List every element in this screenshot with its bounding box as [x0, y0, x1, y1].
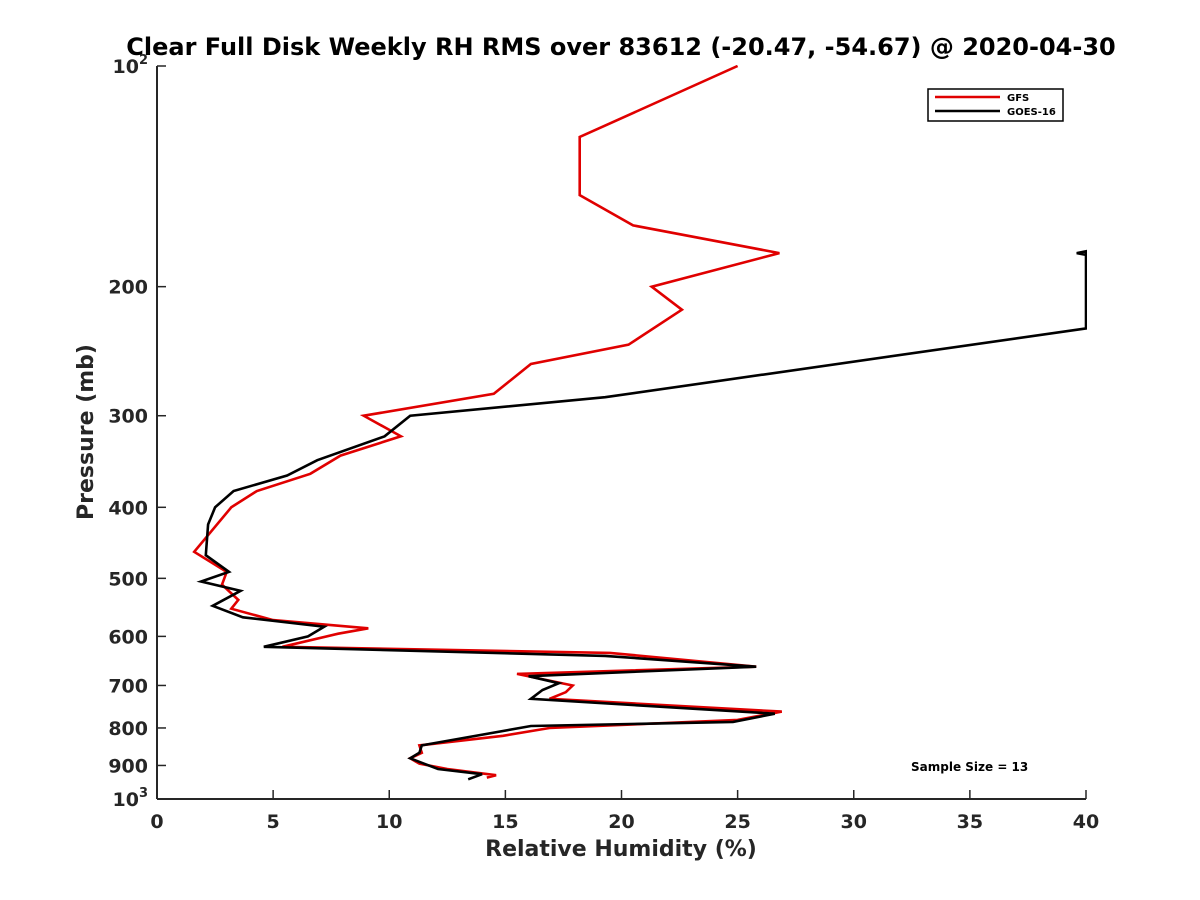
x-tick-label: 0	[150, 811, 163, 833]
x-tick-label: 25	[724, 811, 750, 833]
y-tick-label: 103	[113, 786, 149, 811]
y-tick-label: 200	[108, 277, 148, 299]
y-tick-label: 700	[108, 675, 148, 697]
sample-size-annotation: Sample Size = 13	[911, 760, 1028, 774]
y-tick-label: 400	[108, 497, 148, 519]
x-tick-label: 5	[267, 811, 280, 833]
series-line-gfs	[192, 65, 783, 779]
legend: GFS GOES-16	[927, 88, 1064, 122]
y-tick-label: 600	[108, 626, 148, 648]
y-tick-label: 102	[113, 53, 149, 78]
legend-label-goes16: GOES-16	[1007, 107, 1056, 118]
x-axis-ticks: 0 5 10 15 20 25 30 35 40	[150, 790, 1099, 833]
y-tick-label: 800	[108, 718, 148, 740]
series-line-goes16	[196, 249, 1087, 781]
legend-box	[927, 88, 1064, 122]
x-tick-label: 15	[492, 811, 518, 833]
x-tick-label: 10	[376, 811, 402, 833]
y-tick-label: 500	[108, 568, 148, 590]
y-axis-label: Pressure (mb)	[74, 344, 99, 520]
x-tick-label: 35	[957, 811, 983, 833]
x-tick-label: 40	[1073, 811, 1099, 833]
legend-label-gfs: GFS	[1007, 93, 1029, 104]
y-axis-ticks: 102 200 300 400 500 600 700 800 900 103	[108, 53, 166, 811]
x-axis-label: Relative Humidity (%)	[485, 837, 757, 862]
x-tick-label: 20	[608, 811, 634, 833]
y-tick-label: 900	[108, 755, 148, 777]
x-tick-label: 30	[841, 811, 867, 833]
chart-title: Clear Full Disk Weekly RH RMS over 83612…	[126, 33, 1115, 61]
plot-lines	[192, 65, 1087, 781]
y-tick-label: 300	[108, 406, 148, 428]
